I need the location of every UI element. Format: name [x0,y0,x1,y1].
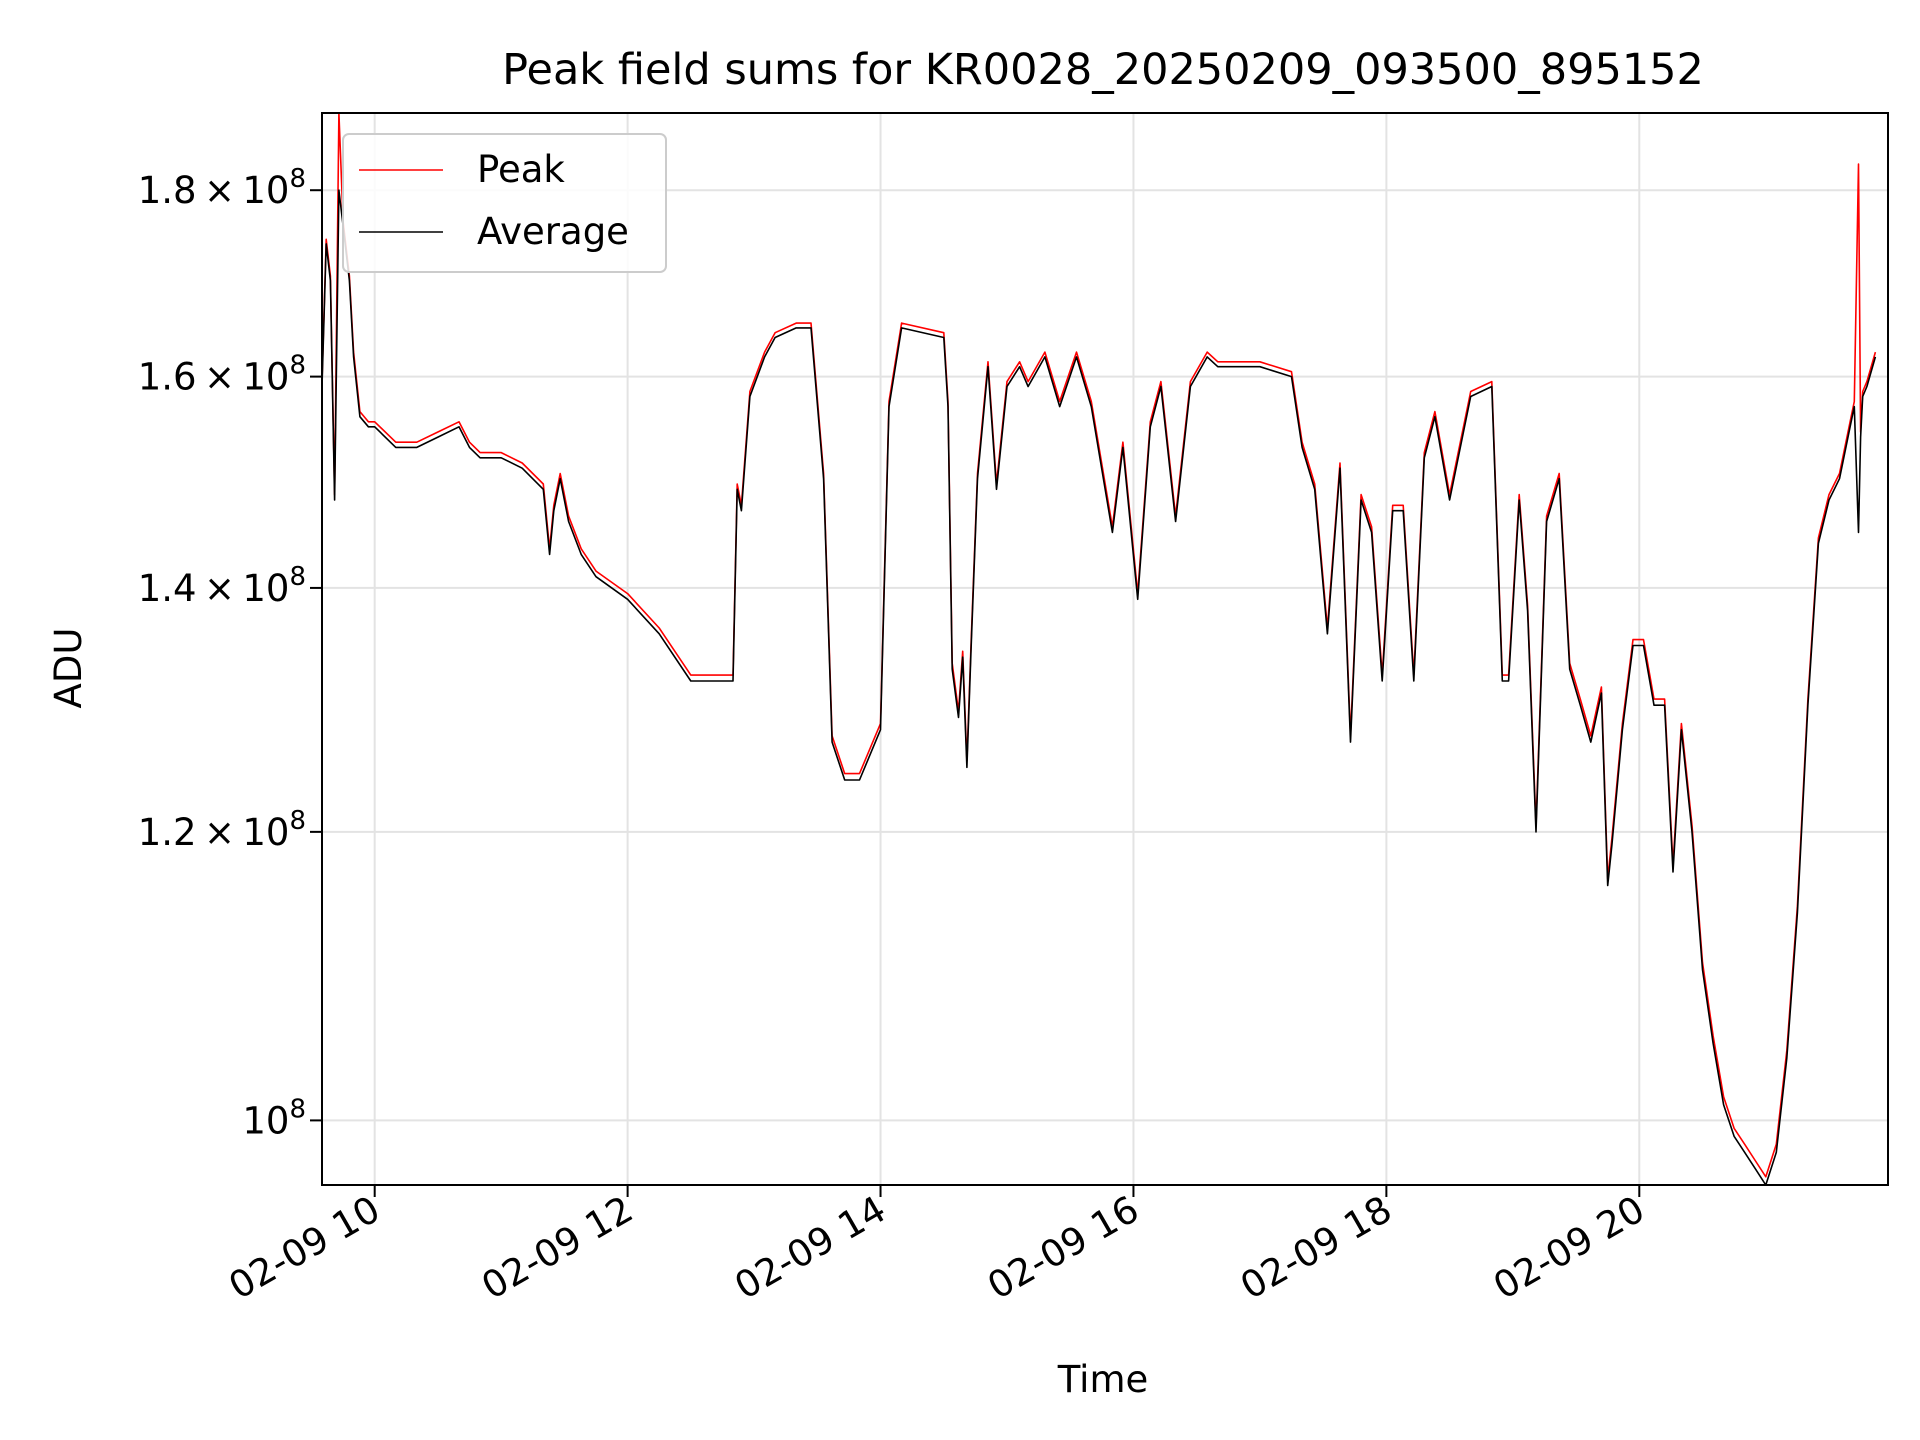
legend-label-peak: Peak [477,148,565,191]
x-axis-label: Time [1057,1358,1149,1401]
y-tick-label-4: 1.8 × 108 [138,164,306,212]
plot-frame [321,112,1889,1186]
legend: Peak Average [342,133,667,273]
y-tick-label-1: 1.2 × 108 [138,806,306,854]
y-axis-label: ADU [47,628,90,709]
legend-box [342,133,667,273]
grid-lines [322,113,1888,1185]
series-line-average [322,189,1877,1185]
series-layer [322,113,1877,1185]
y-tick-label-2: 1.4 × 108 [138,562,306,610]
y-tick-label-3: 1.6 × 108 [138,351,306,399]
y-tick-label-0: 108 [242,1094,306,1142]
legend-label-average: Average [477,210,629,253]
y-axis-ticks: 108 1.2 × 108 1.4 × 108 1.6 × 108 1.8 × 108 [138,164,322,1142]
chart-title: Peak field sums for KR0028_20250209_0935… [502,45,1704,95]
